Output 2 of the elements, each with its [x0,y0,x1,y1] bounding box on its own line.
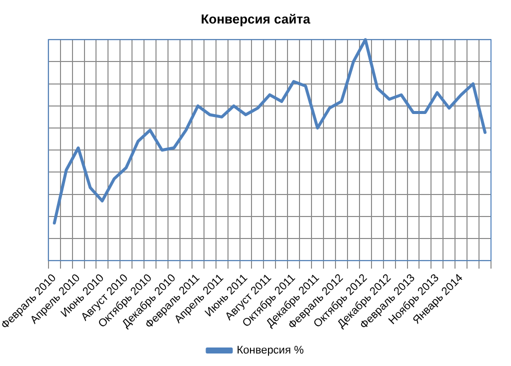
legend-label: Конверсия % [236,344,304,357]
chart-title: Конверсия сайта [200,11,311,26]
